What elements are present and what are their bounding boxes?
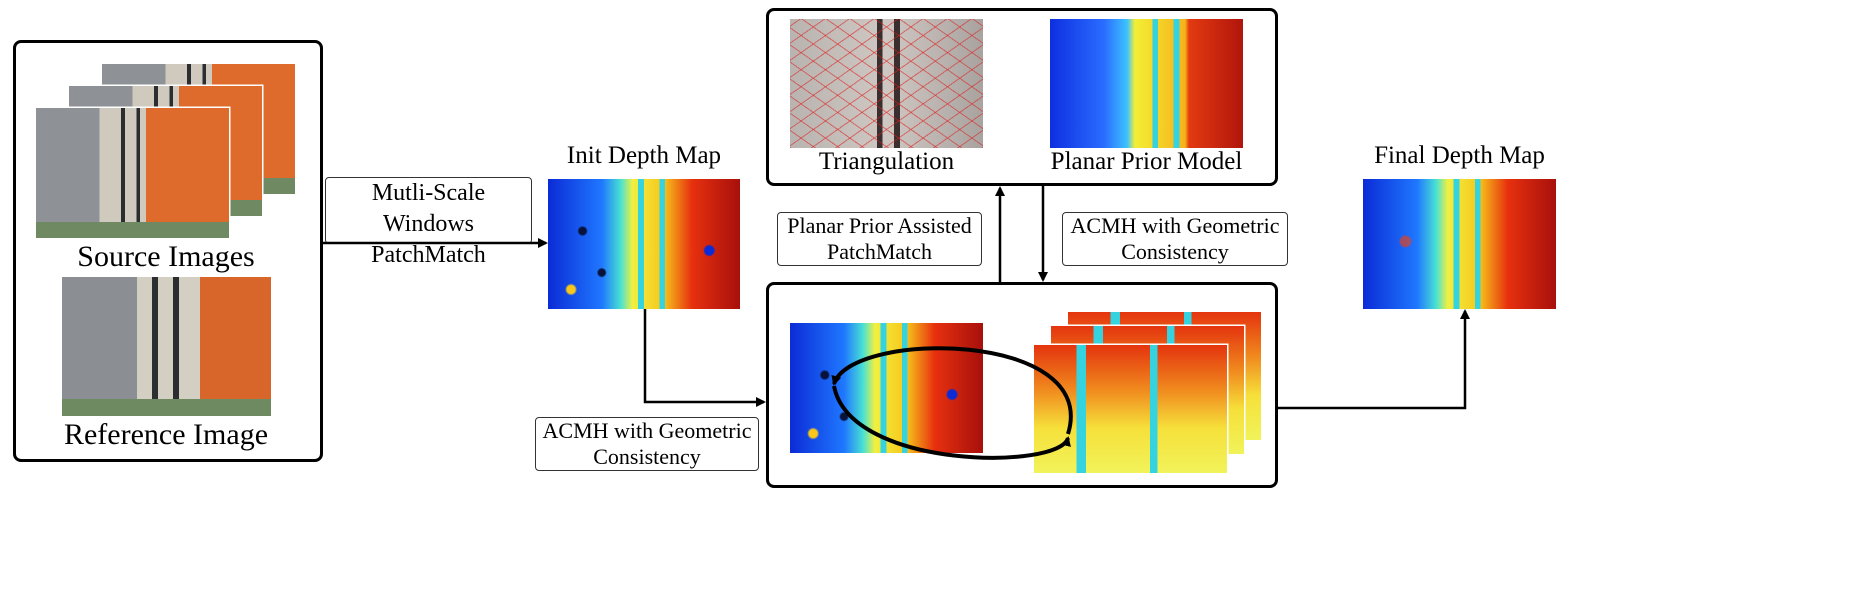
multiscale-patchmatch-label: Mutli-Scale Windows PatchMatch [325, 177, 532, 268]
planar-assisted-line2: PatchMatch [826, 239, 933, 264]
acmh-geometric-consistency-top-label: ACMH with Geometric Consistency [1062, 212, 1288, 266]
acmh-top-line1: ACMH with Geometric [1070, 213, 1280, 238]
planar-prior-model-image [1050, 19, 1243, 148]
reference-image [62, 277, 271, 416]
reference-image-caption: Reference Image [63, 418, 269, 451]
planar-assisted-line1: Planar Prior Assisted [787, 213, 972, 238]
arrow-icon [643, 309, 766, 407]
refinement-reference-depth [790, 323, 983, 453]
source-image-1 [36, 108, 229, 238]
triangulation-image [790, 19, 983, 148]
acmh-bottom-line1: ACMH with Geometric [542, 418, 752, 443]
planar-prior-model-caption: Planar Prior Model [1050, 148, 1243, 175]
planar-prior-assisted-patchmatch-label: Planar Prior Assisted PatchMatch [777, 212, 982, 266]
acmh-top-line2: Consistency [1121, 239, 1229, 264]
arrow-icon [831, 346, 1073, 435]
multiscale-label-line1: Mutli-Scale Windows [371, 180, 486, 237]
init-depth-map-caption: Init Depth Map [566, 142, 722, 169]
refinement-source-depth-1 [1034, 345, 1227, 473]
final-depth-map [1363, 179, 1556, 309]
arrow-icon [1278, 309, 1470, 410]
triangulation-caption: Triangulation [818, 148, 955, 175]
final-depth-map-caption: Final Depth Map [1374, 142, 1545, 169]
acmh-bottom-line2: Consistency [593, 444, 701, 469]
init-depth-map [548, 179, 740, 309]
multiscale-label-line2: PatchMatch [371, 242, 486, 268]
source-images-caption: Source Images [77, 240, 255, 273]
acmh-geometric-consistency-bottom-label: ACMH with Geometric Consistency [535, 417, 759, 471]
arrow-icon [832, 385, 1071, 460]
